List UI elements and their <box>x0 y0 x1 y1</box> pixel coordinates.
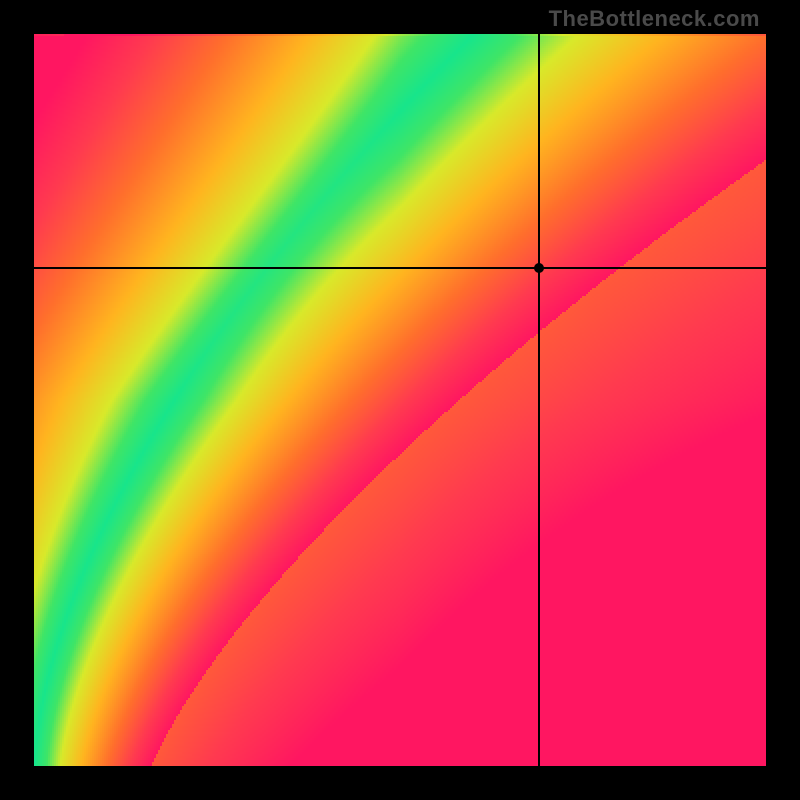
chart-container: TheBottleneck.com <box>0 0 800 800</box>
crosshair-point <box>534 263 544 273</box>
crosshair-vertical <box>538 34 540 766</box>
heatmap-plot <box>34 34 766 766</box>
crosshair-horizontal <box>34 267 766 269</box>
watermark-label: TheBottleneck.com <box>549 6 760 32</box>
heatmap-canvas <box>34 34 766 766</box>
